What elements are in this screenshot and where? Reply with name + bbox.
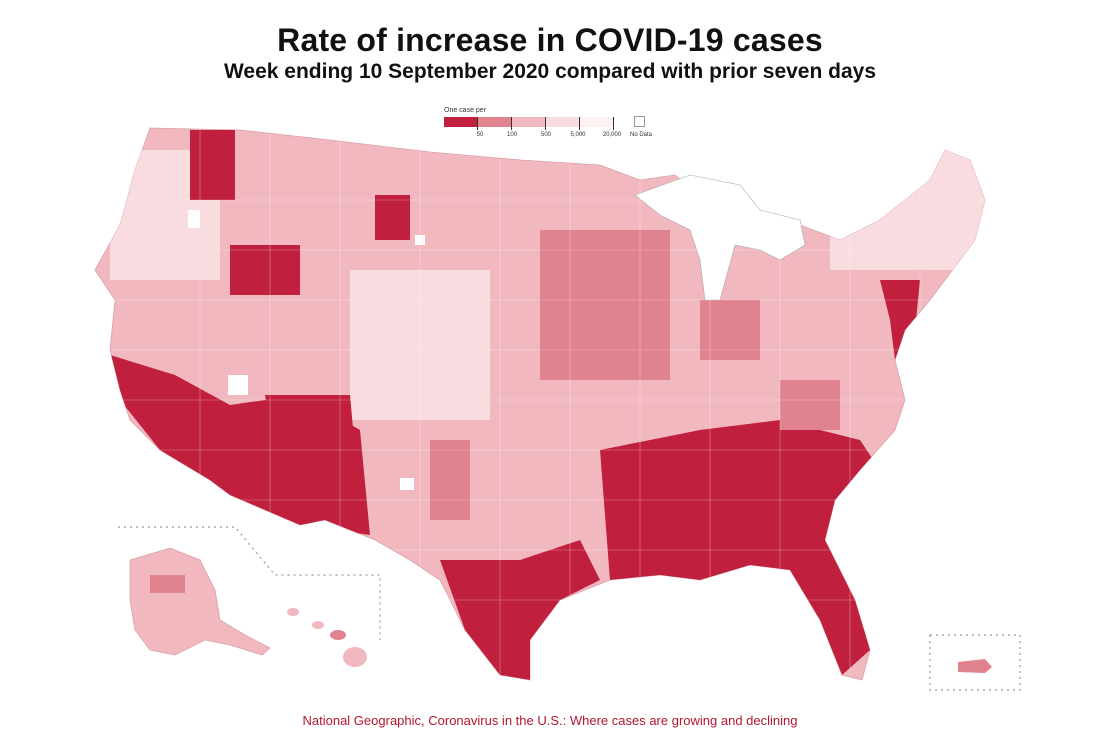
legend-swatch-5 [580, 117, 614, 127]
legend-tick-label: 500 [540, 132, 552, 138]
hawaii-island [330, 630, 346, 640]
legend-tick-label: 50 [476, 132, 484, 138]
legend-tickmark [613, 117, 614, 130]
legend-no-data-label: No Data [629, 132, 653, 138]
alaska-inset [118, 526, 381, 656]
legend-tick-label: 5,000 [570, 132, 586, 138]
region-kansas-mid [430, 440, 470, 520]
legend-swatch-1 [444, 117, 478, 127]
region-no-data-2 [400, 478, 414, 490]
legend-swatch-2 [478, 117, 512, 127]
region-montana-high [375, 195, 410, 240]
legend-tickmark [579, 117, 580, 130]
legend-tick-label: 100 [506, 132, 518, 138]
puerto-rico [958, 659, 992, 673]
region-no-data-3 [228, 375, 248, 395]
legend [444, 116, 645, 127]
legend-swatch-4 [546, 117, 580, 127]
legend-no-data-swatch [634, 116, 645, 127]
region-great-lakes-mid [700, 300, 760, 360]
region-northeast-light [830, 150, 985, 270]
region-carolinas-mid [780, 380, 840, 430]
alaska-inset-border [118, 526, 381, 640]
legend-tickmark [545, 117, 546, 130]
legend-tickmark [511, 117, 512, 130]
alaska-high [150, 575, 185, 593]
legend-swatch-3 [512, 117, 546, 127]
region-utah-high [230, 245, 300, 295]
legend-title: One case per [444, 107, 487, 114]
alaska [129, 547, 271, 656]
region-east-coast-high [880, 280, 920, 360]
region-plains-light [350, 270, 490, 420]
hawaii-island [287, 608, 299, 616]
us-mainland [94, 127, 986, 681]
region-new-mexico-high [265, 395, 355, 455]
legend-tick-label: 20,000 [602, 132, 622, 138]
hawaii-island [312, 621, 324, 629]
region-no-data-1 [415, 235, 425, 245]
region-texas-gulf-high [440, 540, 600, 680]
region-midwest-mid [540, 230, 670, 380]
region-idaho-high [190, 130, 235, 200]
page-title: Rate of increase in COVID-19 cases [277, 22, 823, 58]
source-credit: National Geographic, Coronavirus in the … [302, 713, 798, 728]
puerto-rico-inset [929, 634, 1021, 691]
page-subtitle: Week ending 10 September 2020 compared w… [223, 60, 877, 83]
hawaii-inset [287, 608, 367, 667]
legend-tickmark [477, 117, 478, 130]
great-lakes [634, 174, 806, 301]
hawaii-island [343, 647, 367, 667]
region-no-data-4 [188, 210, 200, 228]
region-southeast-high [600, 420, 880, 675]
